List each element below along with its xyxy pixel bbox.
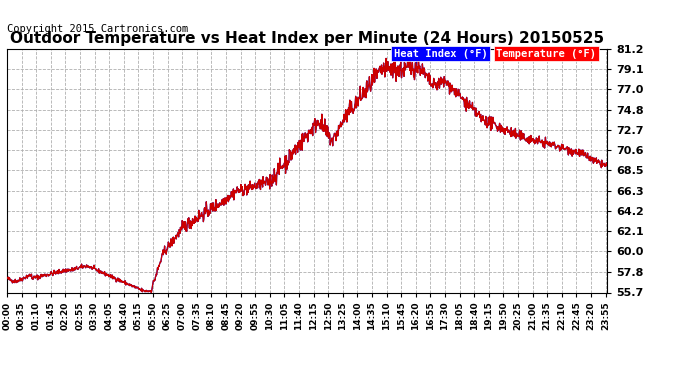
- Title: Outdoor Temperature vs Heat Index per Minute (24 Hours) 20150525: Outdoor Temperature vs Heat Index per Mi…: [10, 31, 604, 46]
- Text: Copyright 2015 Cartronics.com: Copyright 2015 Cartronics.com: [7, 24, 188, 34]
- Text: Heat Index (°F): Heat Index (°F): [394, 49, 488, 59]
- Text: Temperature (°F): Temperature (°F): [496, 49, 596, 59]
